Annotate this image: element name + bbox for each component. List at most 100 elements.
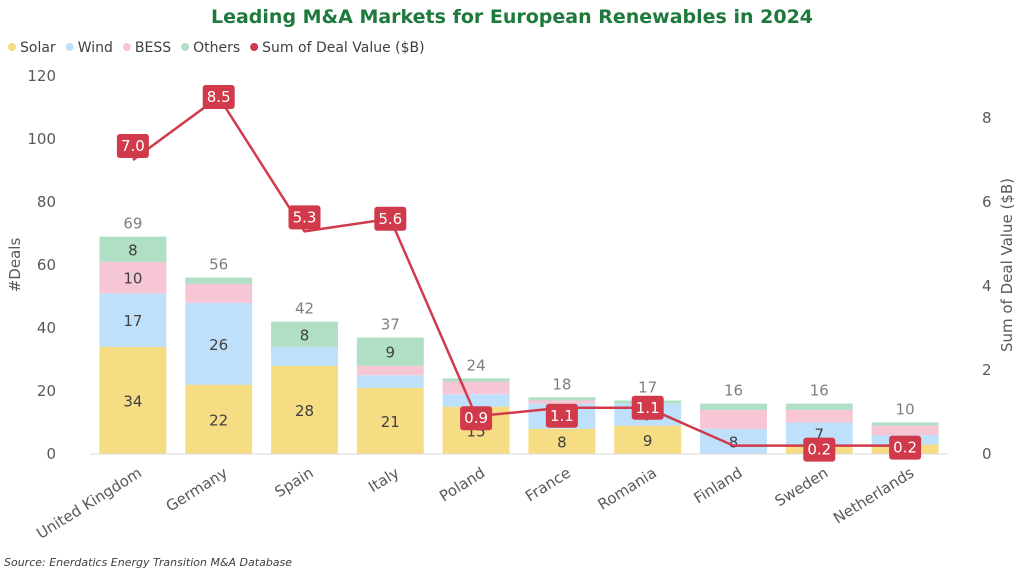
- bar-segment-solar: [614, 425, 682, 454]
- bar-segment-label-wind: 26: [209, 336, 228, 354]
- bar-group-spain: 28 8 42: [271, 300, 338, 454]
- bar-segment-others: [99, 236, 167, 262]
- deal-value-label-box: [202, 85, 235, 109]
- legend-label-wind: Wind: [78, 40, 113, 56]
- deal-value-label: 7.0: [116, 134, 149, 158]
- legend-marker-wind: [65, 43, 74, 51]
- deal-value-label-box: [374, 206, 407, 231]
- deal-value-label: 1.1: [631, 395, 664, 420]
- bar-segment-others: [785, 403, 853, 410]
- deal-value-label-box: [288, 205, 321, 230]
- bar-total-label: 37: [381, 315, 400, 333]
- bar-segment-label-solar: 34: [123, 392, 142, 410]
- x-tick-label: Sweden: [772, 464, 832, 511]
- bar-group-united-kingdom: 34 17 10 8 69: [99, 215, 167, 454]
- deal-value-label-text: 5.3: [293, 208, 317, 226]
- bar-segment-others: [442, 378, 510, 382]
- bar-total-label: 10: [896, 401, 915, 419]
- deal-value-label-box: [460, 406, 493, 431]
- deal-value-label: 8.5: [202, 85, 235, 109]
- y-axis-right: 0 2 4 6 8 Sum of Deal Value ($B): [982, 109, 1016, 463]
- x-tick-label: Poland: [436, 464, 488, 506]
- deal-value-label-text: 1.1: [550, 407, 574, 425]
- bar-segment-solar: [99, 346, 167, 454]
- x-tick-label: Italy: [365, 464, 402, 497]
- deal-value-label-box: [545, 403, 578, 428]
- deal-value-label: 5.3: [288, 205, 321, 230]
- bar-segment-bess: [785, 409, 853, 423]
- y2-tick-label: 6: [982, 193, 992, 211]
- bar-segment-solar: [528, 428, 596, 454]
- x-axis: United Kingdom Germany Spain Italy Poland Fra…: [33, 453, 948, 543]
- bar-segment-label-solar: 22: [209, 411, 228, 429]
- y-tick-label: 60: [37, 256, 56, 274]
- deal-value-label-text: 5.6: [378, 210, 402, 228]
- legend-label-solar: Solar: [20, 40, 56, 56]
- x-tick-label: Germany: [163, 464, 231, 516]
- x-tick-label: United Kingdom: [33, 464, 145, 543]
- bar-total-label: 42: [295, 300, 314, 318]
- deal-value-label-text: 8.5: [207, 88, 231, 106]
- bar-segment-wind: [785, 422, 853, 445]
- y2-axis-title: Sum of Deal Value ($B): [998, 178, 1016, 352]
- y-tick-label: 0: [46, 445, 56, 463]
- bar-segment-label-others: 8: [300, 326, 310, 344]
- bar-segment-wind: [356, 375, 424, 388]
- deal-value-label-box: [803, 437, 836, 462]
- deal-value-line-layer: 7.0 8.5 5.3 5.6 0.9 1.1 1.1 0.2 0.2: [116, 85, 922, 462]
- bar-total-label: 18: [552, 375, 571, 393]
- bar-segment-label-wind: 8: [729, 433, 739, 451]
- legend-marker-sum-of-deal-value-b: [250, 43, 259, 51]
- bar-segment-wind: [99, 293, 167, 347]
- legend-marker-solar: [8, 43, 16, 51]
- bar-segment-others: [185, 277, 253, 284]
- deal-value-label: 0.2: [889, 435, 922, 460]
- legend-label-sum-of-deal-value-b: Sum of Deal Value ($B): [262, 40, 424, 56]
- y-axis-title: #Deals: [6, 238, 24, 293]
- bar-segment-label-solar: 9: [643, 432, 653, 450]
- y-axis-left: 0 20 40 60 80 100 120 #Deals: [6, 67, 56, 463]
- legend-marker-others: [181, 43, 190, 51]
- bar-group-italy: 21 9 37: [356, 315, 424, 454]
- bar-segment-label-others: 8: [128, 241, 138, 259]
- bar-segment-wind: [185, 302, 253, 385]
- y2-tick-label: 0: [982, 445, 992, 463]
- y-tick-label: 20: [37, 382, 56, 400]
- bar-segment-solar: [185, 384, 253, 454]
- legend-label-bess: BESS: [135, 40, 171, 56]
- bar-segment-others: [700, 403, 767, 410]
- deal-value-label: 0.9: [460, 406, 493, 431]
- deal-value-label: 0.2: [803, 437, 836, 462]
- bar-total-label: 69: [123, 215, 142, 233]
- y2-tick-label: 8: [982, 109, 992, 127]
- chart-title: Leading M&A Markets for European Renewab…: [211, 6, 813, 28]
- x-tick-label: Finland: [691, 464, 746, 508]
- deal-value-label-box: [631, 395, 664, 420]
- bar-total-label: 56: [209, 256, 228, 274]
- bar-total-label: 24: [467, 356, 486, 374]
- y2-tick-label: 2: [982, 361, 992, 379]
- bar-group-romania: 9717: [614, 378, 682, 454]
- bar-segment-label-solar: 21: [381, 413, 400, 431]
- legend-marker-bess: [122, 43, 131, 51]
- bar-segment-solar: [356, 387, 424, 454]
- bar-total-label: 17: [638, 378, 657, 396]
- bar-segment-others: [271, 321, 338, 347]
- x-tick-label: Netherlands: [830, 464, 917, 528]
- legend: Solar Wind BESS Others Sum of Deal Value ($B…: [8, 40, 425, 56]
- deal-value-label-text: 0.9: [464, 409, 488, 427]
- bar-segment-bess: [185, 283, 253, 303]
- y-tick-label: 80: [37, 193, 56, 211]
- deal-value-label-text: 0.2: [893, 439, 917, 457]
- x-tick-label: Romania: [595, 464, 660, 514]
- source-note: Source: Enerdatics Energy Transition M&A…: [4, 556, 292, 569]
- bar-segment-others: [528, 397, 596, 401]
- y2-tick-label: 4: [982, 277, 992, 295]
- bar-group-germany: 22 26 56: [185, 256, 253, 454]
- bar-segment-label-wind: 7: [815, 426, 825, 444]
- bar-segment-label-solar: 8: [557, 433, 567, 451]
- bar-segment-bess: [442, 381, 510, 395]
- bar-group-finland: 8 16: [700, 382, 767, 454]
